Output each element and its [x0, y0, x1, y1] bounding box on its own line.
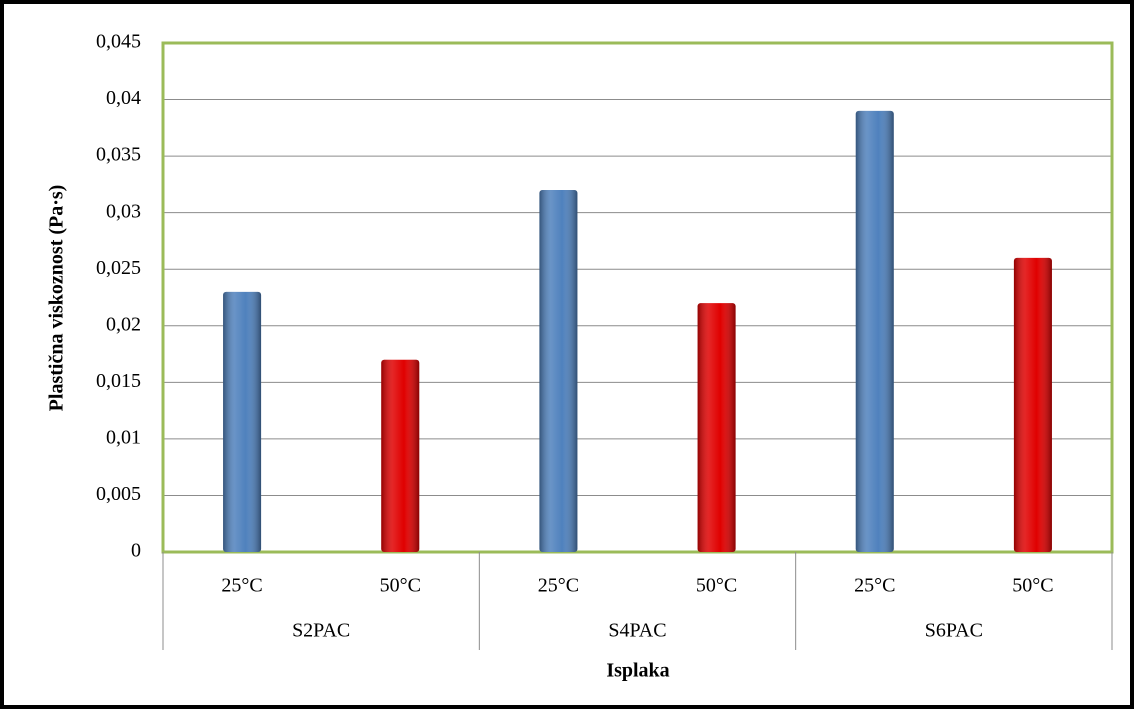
x-tick-label: 25°C — [538, 575, 579, 597]
x-tick-label: 25°C — [854, 575, 895, 597]
y-tick-label: 0,005 — [96, 483, 141, 505]
y-tick-label: 0,035 — [96, 144, 141, 166]
x-tick-label: 50°C — [1012, 575, 1053, 597]
bar — [381, 359, 420, 552]
x-tick-label: 25°C — [221, 575, 262, 597]
y-tick-label: 0,015 — [96, 370, 141, 392]
x-tick-label: 50°C — [380, 575, 421, 597]
bar — [855, 110, 894, 552]
x-axis-title: Isplaka — [606, 660, 669, 682]
x-tick-label: 50°C — [696, 575, 737, 597]
y-tick-label: 0,045 — [96, 31, 141, 53]
y-tick-label: 0,025 — [96, 257, 141, 279]
bar — [697, 303, 736, 552]
y-axis-title: Plastična viskoznost (Pa·s) — [46, 185, 68, 412]
group-label: S4PAC — [608, 620, 666, 642]
y-tick-label: 0,02 — [106, 313, 141, 335]
y-tick-label: 0,03 — [106, 200, 141, 222]
group-label: S2PAC — [292, 620, 350, 642]
bar — [223, 291, 262, 552]
y-tick-label: 0,01 — [106, 426, 141, 448]
y-tick-label: 0,04 — [106, 87, 141, 109]
group-label: S6PAC — [925, 620, 983, 642]
y-tick-label: 0 — [131, 540, 141, 562]
bar — [1013, 257, 1052, 552]
bar — [539, 190, 578, 553]
plot-border — [161, 41, 1114, 554]
